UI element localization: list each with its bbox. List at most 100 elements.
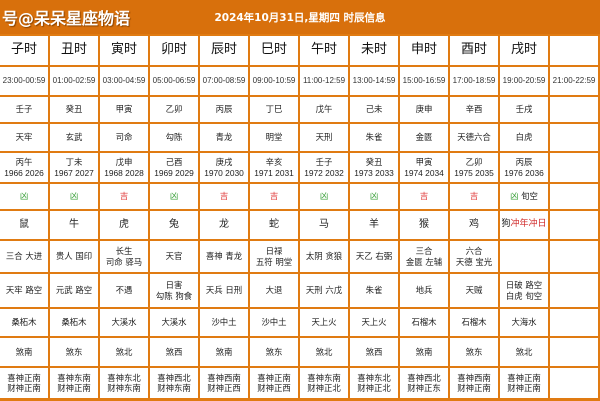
cell-luck: 吉 [250,184,300,211]
sha: 煞西 [165,346,183,357]
clash-ganzhi: 己酉 [165,157,183,167]
cell-nayin [550,309,600,338]
shichen-name: 寅时 [110,42,137,58]
sha: 煞北 [115,346,133,357]
cell-bad: 天牢 路空 [0,274,50,309]
cell-bad: 天贼 [450,274,500,309]
ganzhi: 辛酉 [465,104,483,115]
cell-ganzhi: 丁巳 [250,97,300,124]
cell-god: 喜神正南 财神正西 [250,368,300,398]
animal-line: 龙 [219,219,229,232]
cell-time: 03:00-04:59 [100,67,150,97]
cell-sha: 煞北 [300,338,350,368]
cell-sha: 煞东 [50,338,100,368]
clash-years: 1973 2033 [354,167,394,178]
cell-name: 未时 [350,36,400,67]
cell-clash [550,153,600,184]
cell-nayin: 石榴木 [450,309,500,338]
star: 勾陈 [165,132,183,143]
good-line: 太阴 贪狼 [305,251,343,262]
clash-years: 1967 2027 [54,167,94,178]
cell-sha: 煞西 [150,338,200,368]
cell-time: 05:00-06:59 [150,67,200,97]
cell-animal: 蛇 [250,211,300,241]
cell-star: 天德六合 [450,124,500,153]
good-line: 长生 [115,246,133,256]
cell-bad: 日害 勾陈 狗食 [150,274,200,309]
sha: 煞东 [465,346,483,357]
cell-bad [550,274,600,309]
cell-luck: 凶 [0,184,50,211]
shichen-name: 戌时 [510,42,537,58]
cell-clash: 丙午 1966 2026 [0,153,50,184]
zodiac-animal: 蛇 [269,218,279,230]
cell-god: 喜神西北 财神东南 [150,368,200,398]
cell-clash: 甲寅 1974 2034 [400,153,450,184]
luck-line: 吉 [120,191,128,202]
cell-luck: 吉 [100,184,150,211]
zodiac-animal: 马 [319,218,329,230]
clash-ganzhi: 乙卯 [465,157,483,167]
cell-time: 09:00-10:59 [250,67,300,97]
god-line: 财神正西 [207,383,241,393]
cell-god: 喜神东北 财神正北 [350,368,400,398]
luck-mark: 吉 [219,191,229,202]
cell-star [550,124,600,153]
nayin: 大溪水 [111,317,137,328]
cell-bad: 大退 [250,274,300,309]
star: 青龙 [215,132,233,143]
cell-luck: 吉 [450,184,500,211]
cell-sha: 煞南 [400,338,450,368]
star: 明堂 [265,132,283,143]
god-line: 财神东南 [157,383,191,393]
cell-sha: 煞西 [350,338,400,368]
shichen-name: 申时 [410,42,437,58]
god-line: 财神正南 [507,383,541,393]
good-line: 贵人 国印 [55,251,93,262]
cell-time: 15:00-16:59 [400,67,450,97]
cell-bad: 朱雀 [350,274,400,309]
clash-years: 1976 2036 [504,167,544,178]
cell-star: 玄武 [50,124,100,153]
cell-time: 11:00-12:59 [300,67,350,97]
star: 天德六合 [457,132,491,143]
animal-line: 马 [319,219,329,232]
cell-clash: 乙卯 1975 2035 [450,153,500,184]
cell-clash: 丙辰 1976 2036 [500,153,550,184]
cell-ganzhi: 辛酉 [450,97,500,124]
shichen-name: 卯时 [160,42,187,58]
luck-mark: 吉 [469,191,479,202]
cell-god: 喜神东南 财神正南 [50,368,100,398]
zodiac-animal: 猴 [419,218,429,230]
cell-bad: 地兵 [400,274,450,309]
time-range: 03:00-04:59 [102,76,146,85]
ganzhi: 己未 [365,104,383,115]
luck-mark: 凶 [369,191,379,202]
nayin: 桑柘木 [11,317,37,328]
time-range: 07:00-08:59 [202,76,246,85]
bad-line: 勾陈 狗食 [155,290,193,301]
god-line: 喜神西北 [157,372,191,383]
zodiac-animal: 羊 [369,218,379,230]
luck-mark: 吉 [269,191,279,202]
ganzhi: 丁巳 [265,104,283,115]
cell-sha: 煞南 [0,338,50,368]
luck-mark: 凶 [69,191,79,202]
cell-sha: 煞东 [250,338,300,368]
cell-sha [550,338,600,368]
luck-line: 凶 [20,191,28,202]
star: 司命 [115,132,133,143]
star: 天刑 [315,132,333,143]
clash-ganzhi: 丙辰 [515,157,533,167]
watermark: 号@呆呆星座物语 [2,9,131,28]
shichen-name: 酉时 [460,42,487,58]
clash-years: 1971 2031 [254,167,294,178]
good-line: 喜神 青龙 [205,251,243,262]
star: 朱雀 [365,132,383,143]
good-line: 司命 驿马 [105,256,143,267]
cell-animal: 龙 [200,211,250,241]
zodiac-animal: 鸡 [469,218,479,230]
good-line: 日禄 [265,246,283,256]
cell-name: 午时 [300,36,350,67]
cell-god [550,368,600,398]
